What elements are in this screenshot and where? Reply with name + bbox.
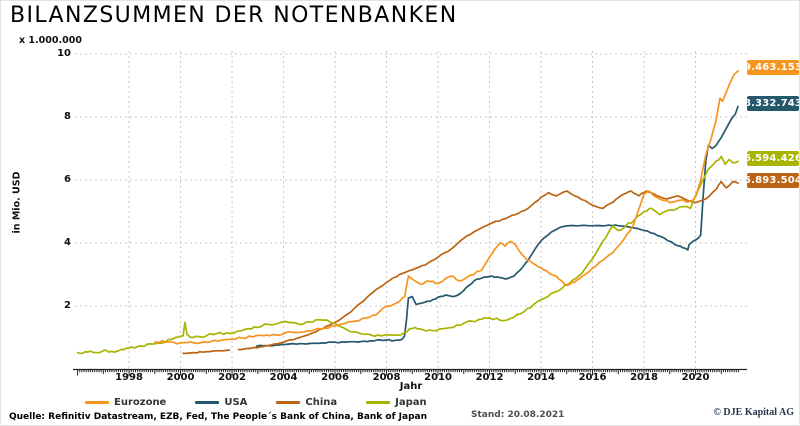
legend-item-eurozone: Eurozone [85, 397, 166, 408]
end-label-japan: 6.594.426 [743, 150, 800, 166]
series-line-japan [76, 155, 739, 355]
page-title: BILANZSUMMEN DER NOTENBANKEN [10, 3, 458, 28]
x-axis-label: Jahr [399, 381, 423, 392]
end-label-eurozone: 9.463.153 [743, 60, 800, 76]
legend-label: Japan [395, 396, 427, 408]
legend-line-swatch [366, 400, 391, 404]
x-tick-label: 2000 [166, 372, 195, 383]
y-tick-label: 8 [64, 111, 71, 122]
x-tick-label: 2018 [630, 372, 658, 383]
y-tick-label: 2 [64, 300, 71, 311]
legend-label: Eurozone [114, 396, 167, 408]
copyright-note: © DJE Kapital AG [713, 407, 794, 418]
series-line-china [182, 349, 231, 355]
legend-line-swatch [85, 400, 109, 404]
series-line-eurozone [153, 70, 739, 345]
x-tick-label: 2012 [475, 372, 504, 383]
source-note: Quelle: Refinitiv Datastream, EZB, Fed, … [9, 412, 427, 422]
end-label-china: 5.893.504 [743, 172, 800, 188]
legend-line-swatch [276, 400, 301, 404]
legend: Eurozone USA China Japan [85, 395, 427, 409]
legend-item-china: China [276, 397, 337, 408]
y-tick-label: 6 [64, 174, 71, 185]
x-tick-label: 2010 [424, 372, 452, 383]
x-tick-label: 2008 [372, 372, 401, 383]
y-axis-scale-note: x 1.000.000 [19, 35, 82, 46]
x-tick-label: 2014 [527, 372, 555, 383]
x-tick-label: 2006 [321, 372, 349, 383]
legend-item-japan: Japan [366, 397, 427, 408]
as-of-date: Stand: 20.08.2021 [471, 410, 565, 420]
legend-label: China [305, 396, 338, 408]
x-tick-label: 1998 [115, 372, 143, 383]
x-tick-label: 2016 [578, 372, 607, 383]
legend-item-usa: USA [195, 397, 247, 408]
y-tick-label: 4 [64, 237, 71, 248]
series-line-china [237, 180, 739, 351]
y-axis-label: in Mio. USD [11, 171, 23, 234]
legend-line-swatch [195, 400, 220, 404]
end-label-usa: 8.332.743 [743, 96, 800, 111]
y-tick-label: 10 [57, 48, 71, 59]
x-tick-label: 2002 [218, 372, 246, 383]
x-tick-label: 2020 [681, 372, 710, 383]
series-line-usa [255, 105, 739, 348]
x-tick-label: 2004 [269, 372, 298, 383]
legend-label: USA [224, 396, 248, 408]
